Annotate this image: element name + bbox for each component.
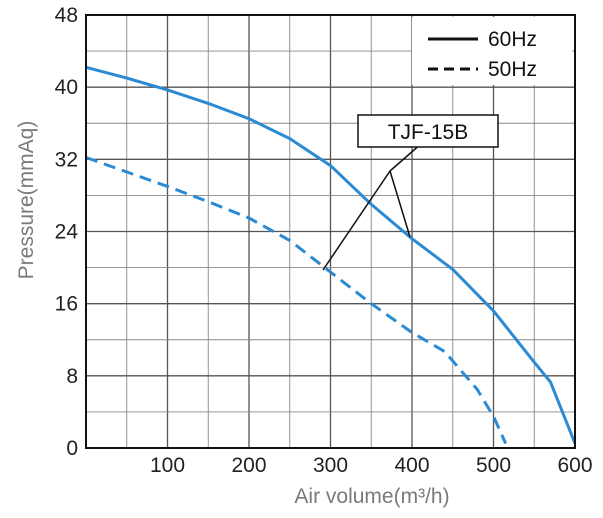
- tick-labels: 0 8 16 24 32 40 48 100 200 300 400 500 600: [55, 4, 593, 477]
- x-axis-label: Air volume(m³/h): [294, 485, 449, 508]
- y-axis-label: Pressure(mmAq): [15, 121, 38, 280]
- x-tick-label: 200: [231, 454, 266, 477]
- x-tick-label: 600: [557, 454, 592, 477]
- y-tick-label: 24: [55, 221, 79, 244]
- x-tick-label: 300: [313, 454, 348, 477]
- series-lines: [85, 65, 577, 445]
- x-tick-label: 500: [476, 454, 511, 477]
- y-tick-label: 32: [55, 148, 78, 171]
- legend-label-50hz: 50Hz: [488, 58, 537, 81]
- x-tick-label: 100: [150, 454, 185, 477]
- legend-box: [412, 17, 572, 85]
- callout-label: TJF-15B: [388, 121, 469, 144]
- y-tick-label: 48: [55, 4, 78, 27]
- series-line-50hz: [85, 156, 508, 445]
- x-tick-label: 400: [394, 454, 429, 477]
- y-tick-label: 0: [66, 437, 78, 460]
- tjf-15b-callout: TJF-15B: [322, 114, 499, 271]
- plot-border: [85, 14, 576, 449]
- y-tick-label: 40: [55, 76, 78, 99]
- legend-label-60hz: 60Hz: [488, 28, 537, 51]
- y-tick-label: 8: [66, 365, 78, 388]
- legend: 60Hz 50Hz: [412, 17, 572, 85]
- series-line-60hz: [85, 65, 577, 445]
- y-tick-label: 16: [55, 293, 78, 316]
- callout-leader-2: [389, 170, 411, 238]
- callout-leader-1: [322, 170, 391, 271]
- callout-box: [357, 114, 499, 148]
